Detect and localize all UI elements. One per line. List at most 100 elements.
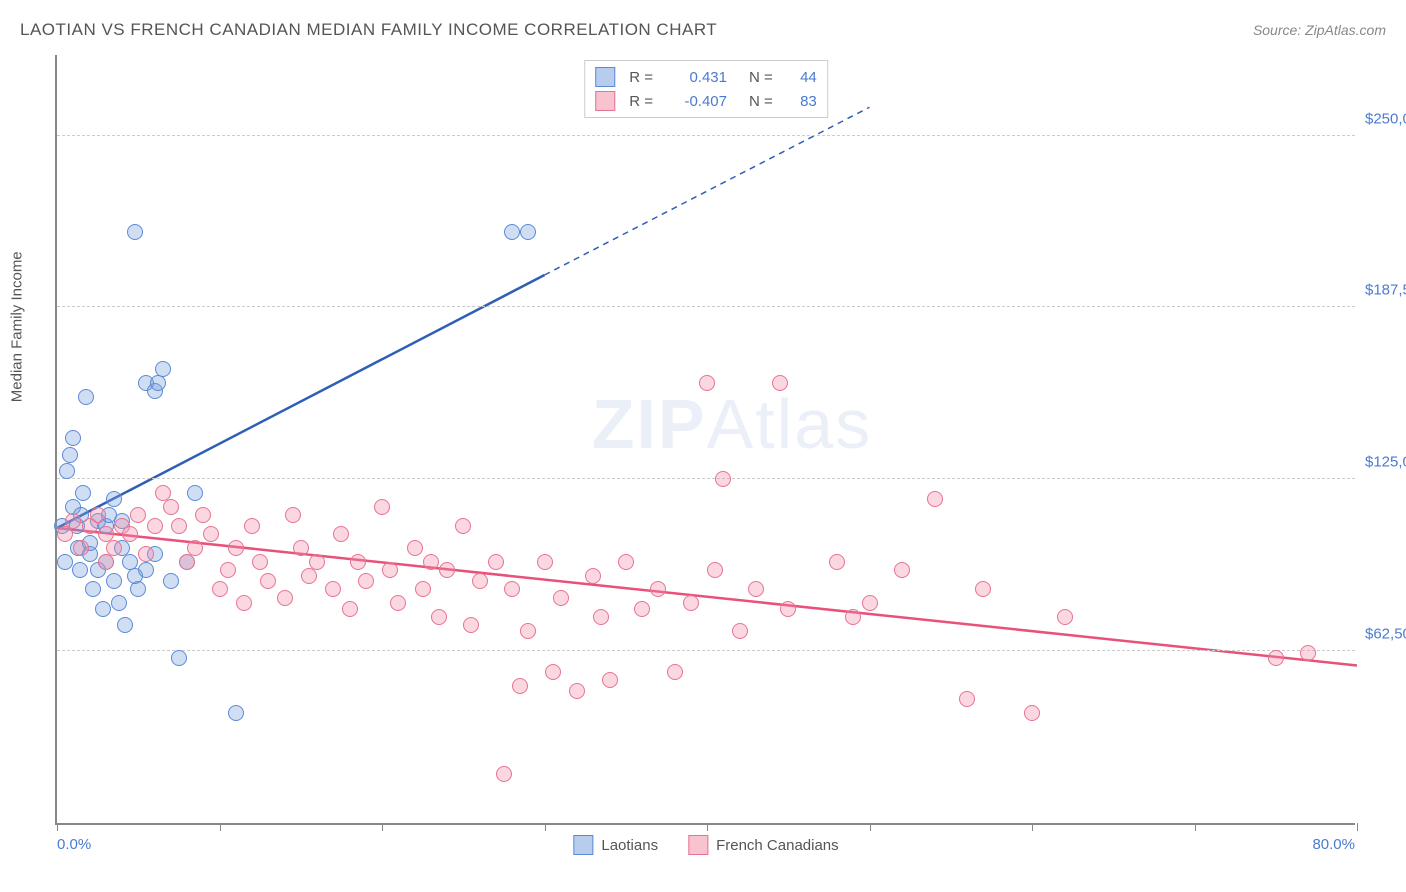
data-point-laotians (163, 573, 179, 589)
data-point-french_canadians (699, 375, 715, 391)
source-prefix: Source: (1253, 22, 1305, 38)
data-point-french_canadians (171, 518, 187, 534)
data-point-french_canadians (106, 540, 122, 556)
data-point-french_canadians (472, 573, 488, 589)
data-point-french_canadians (431, 609, 447, 625)
data-point-french_canadians (520, 623, 536, 639)
data-point-french_canadians (504, 581, 520, 597)
data-point-french_canadians (244, 518, 260, 534)
data-point-laotians (127, 568, 143, 584)
x-min-label: 0.0% (57, 836, 91, 853)
data-point-french_canadians (293, 540, 309, 556)
r-value-laotians: 0.431 (667, 69, 727, 86)
data-point-french_canadians (285, 507, 301, 523)
data-point-french_canadians (98, 526, 114, 542)
data-point-french_canadians (439, 562, 455, 578)
data-point-laotians (228, 705, 244, 721)
trend-lines (57, 55, 1357, 825)
data-point-french_canadians (667, 664, 683, 680)
legend-item-laotians: Laotians (573, 835, 658, 855)
data-point-laotians (106, 491, 122, 507)
source-link[interactable]: ZipAtlas.com (1305, 22, 1386, 38)
data-point-french_canadians (236, 595, 252, 611)
data-point-french_canadians (496, 766, 512, 782)
data-point-french_canadians (187, 540, 203, 556)
data-point-laotians (130, 581, 146, 597)
r-label: R = (629, 69, 653, 86)
data-point-french_canadians (57, 526, 73, 542)
data-point-laotians (72, 562, 88, 578)
data-point-french_canadians (780, 601, 796, 617)
gridline (57, 135, 1355, 136)
data-point-french_canadians (407, 540, 423, 556)
data-point-laotians (65, 430, 81, 446)
data-point-french_canadians (90, 507, 106, 523)
chart-title: LAOTIAN VS FRENCH CANADIAN MEDIAN FAMILY… (20, 20, 717, 40)
data-point-french_canadians (163, 499, 179, 515)
x-tick (57, 823, 58, 831)
data-point-french_canadians (325, 581, 341, 597)
data-point-french_canadians (1057, 609, 1073, 625)
x-tick (1357, 823, 1358, 831)
x-tick (1195, 823, 1196, 831)
data-point-french_canadians (715, 471, 731, 487)
data-point-french_canadians (512, 678, 528, 694)
data-point-french_canadians (862, 595, 878, 611)
gridline (57, 306, 1355, 307)
data-point-laotians (106, 573, 122, 589)
swatch-french (595, 91, 615, 111)
data-point-laotians (85, 581, 101, 597)
data-point-french_canadians (382, 562, 398, 578)
data-point-french_canadians (122, 526, 138, 542)
data-point-french_canadians (602, 672, 618, 688)
data-point-french_canadians (618, 554, 634, 570)
data-point-french_canadians (748, 581, 764, 597)
swatch-laotians (595, 67, 615, 87)
correlation-legend: R = 0.431 N = 44 R = -0.407 N = 83 (584, 60, 828, 118)
data-point-french_canadians (1268, 650, 1284, 666)
source-credit: Source: ZipAtlas.com (1253, 22, 1386, 38)
data-point-french_canadians (179, 554, 195, 570)
y-axis-title: Median Family Income (9, 251, 26, 402)
data-point-french_canadians (277, 590, 293, 606)
x-tick (1032, 823, 1033, 831)
data-point-laotians (57, 554, 73, 570)
data-point-laotians (111, 595, 127, 611)
watermark-atlas: Atlas (707, 385, 873, 463)
watermark-zip: ZIP (592, 385, 707, 463)
legend-row-french: R = -0.407 N = 83 (595, 89, 817, 113)
data-point-laotians (78, 389, 94, 405)
gridline (57, 650, 1355, 651)
data-point-french_canadians (634, 601, 650, 617)
x-tick (707, 823, 708, 831)
series-name-laotians: Laotians (601, 837, 658, 854)
data-point-french_canadians (423, 554, 439, 570)
data-point-french_canadians (390, 595, 406, 611)
data-point-french_canadians (358, 573, 374, 589)
data-point-laotians (95, 601, 111, 617)
data-point-french_canadians (569, 683, 585, 699)
data-point-french_canadians (894, 562, 910, 578)
data-point-french_canadians (463, 617, 479, 633)
swatch-laotians-bottom (573, 835, 593, 855)
data-point-laotians (127, 224, 143, 240)
data-point-french_canadians (650, 581, 666, 597)
data-point-french_canadians (545, 664, 561, 680)
data-point-french_canadians (845, 609, 861, 625)
data-point-french_canadians (732, 623, 748, 639)
n-label: N = (749, 69, 773, 86)
data-point-french_canadians (959, 691, 975, 707)
data-point-french_canadians (772, 375, 788, 391)
data-point-laotians (504, 224, 520, 240)
data-point-french_canadians (975, 581, 991, 597)
data-point-french_canadians (553, 590, 569, 606)
data-point-french_canadians (455, 518, 471, 534)
data-point-french_canadians (707, 562, 723, 578)
watermark: ZIPAtlas (592, 384, 873, 464)
data-point-laotians (75, 485, 91, 501)
data-point-french_canadians (195, 507, 211, 523)
data-point-laotians (171, 650, 187, 666)
data-point-french_canadians (537, 554, 553, 570)
data-point-french_canadians (73, 540, 89, 556)
y-tick-label: $250,000 (1365, 110, 1406, 127)
